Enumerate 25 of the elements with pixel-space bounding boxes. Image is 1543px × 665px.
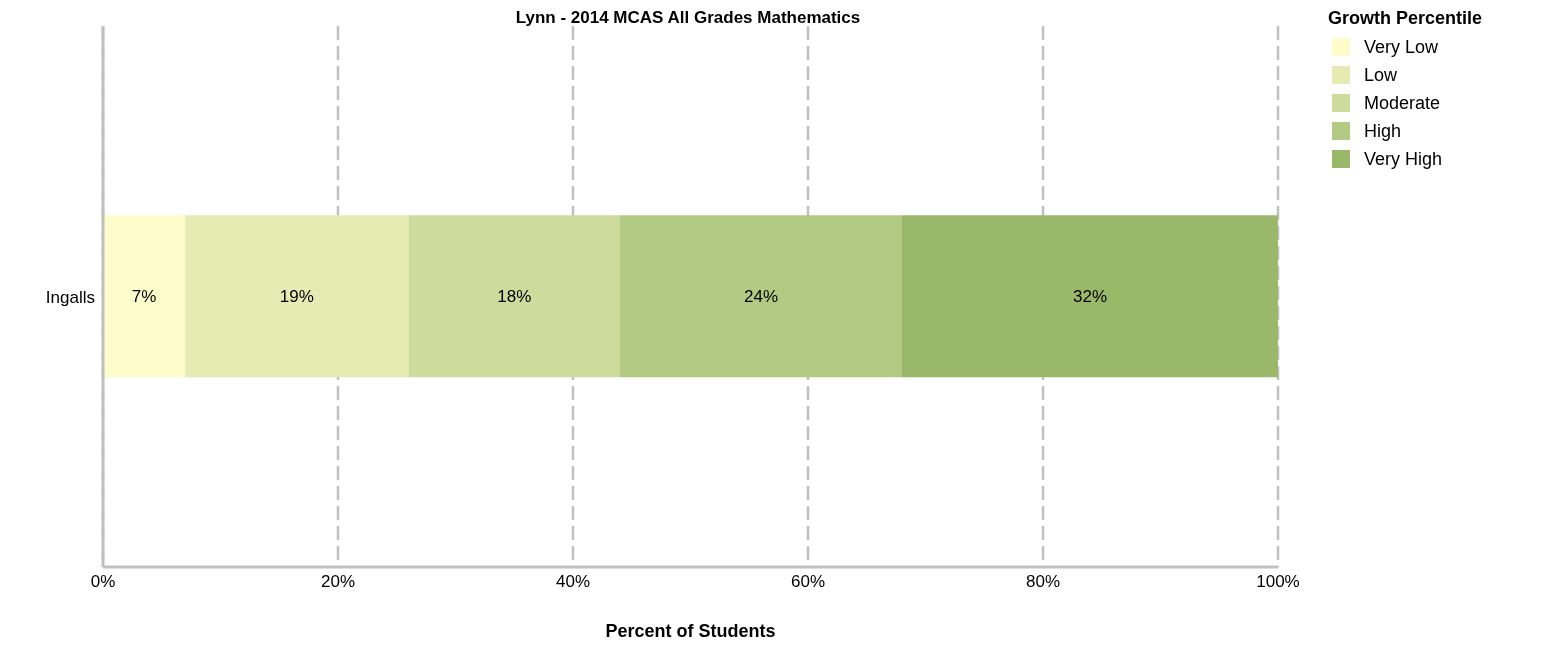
data-label: 18% bbox=[497, 286, 532, 306]
bar bbox=[408, 215, 620, 378]
x-tick-label: 0% bbox=[90, 572, 116, 592]
x-tick-label: 60% bbox=[790, 572, 826, 592]
data-label: 24% bbox=[743, 286, 779, 306]
data-label: 7% bbox=[131, 286, 157, 306]
bar bbox=[103, 215, 186, 378]
legend-label: Low bbox=[1364, 64, 1398, 86]
bar bbox=[185, 215, 409, 378]
y-tick-label: Ingalls bbox=[45, 287, 95, 307]
legend-title: Growth Percentile bbox=[1328, 8, 1484, 29]
data-label: 32% bbox=[1072, 286, 1108, 306]
legend-label: High bbox=[1364, 120, 1402, 142]
bar bbox=[620, 215, 902, 378]
x-tick-label: 20% bbox=[320, 572, 356, 592]
chart-title: Lynn - 2014 MCAS All Grades Mathematics bbox=[514, 8, 862, 28]
x-tick-label: 40% bbox=[555, 572, 591, 592]
data-label: 19% bbox=[279, 286, 314, 306]
x-tick-label: 100% bbox=[1256, 572, 1300, 592]
legend-label: Very High bbox=[1364, 148, 1443, 170]
legend-label: Very Low bbox=[1364, 36, 1439, 58]
x-tick-label: 80% bbox=[1025, 572, 1061, 592]
bar bbox=[902, 215, 1278, 378]
legend-label: Moderate bbox=[1364, 92, 1441, 114]
x-axis-title: Percent of Students bbox=[605, 621, 776, 641]
